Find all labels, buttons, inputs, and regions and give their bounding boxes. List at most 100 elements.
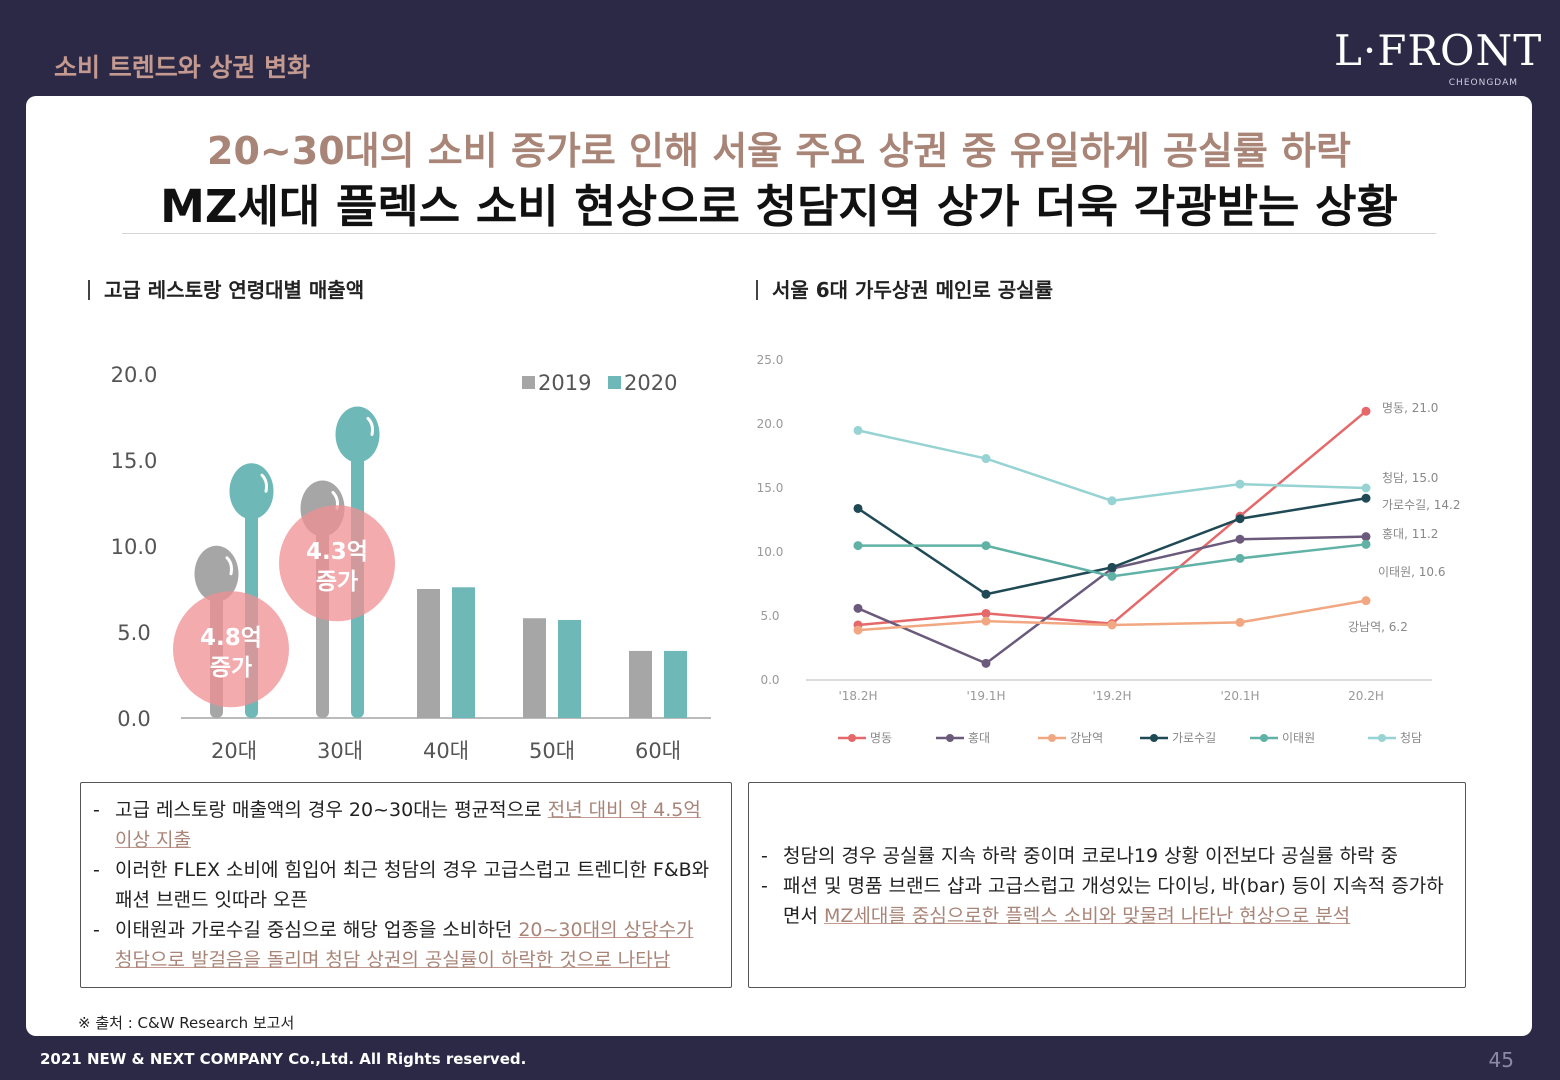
end-label-청담: 청담, 15.0 <box>1382 471 1438 485</box>
logo-wordmark: L·FRONT <box>1334 26 1543 75</box>
point-홍대 <box>1235 534 1245 544</box>
point-강남역 <box>1361 596 1371 606</box>
legend-label: 2020 <box>624 371 677 395</box>
line-chart: 0.0 5.0 10.0 15.0 20.0 25.0 '18.2H '19.1H '19.2H… <box>757 353 1461 745</box>
legend-marker <box>946 734 954 742</box>
bullet-text: 이태원과 가로수길 중심으로 해당 업종을 소비하던 <box>115 919 519 941</box>
x-tick-label: 20.2H <box>1348 689 1384 703</box>
y-tick-label: 5.0 <box>760 609 779 623</box>
annotation-text: 증가 <box>316 569 358 595</box>
point-강남역 <box>853 625 863 635</box>
legend-marker <box>1150 734 1158 742</box>
title-bar-marker <box>88 280 90 300</box>
bullet-text: 이러한 FLEX 소비에 힘입어 최근 청담의 경우 고급스럽고 트렌디한 F&… <box>115 859 710 911</box>
legend-marker <box>1260 734 1268 742</box>
end-label-홍대: 홍대, 11.2 <box>1382 527 1438 541</box>
y-tick-label: 0.0 <box>117 707 150 731</box>
x-tick-label: '19.2H <box>1092 689 1131 703</box>
bar-2020-60대 <box>664 650 687 718</box>
point-명동 <box>981 608 991 618</box>
annotation-text: 증가 <box>210 655 252 681</box>
right-panel-title: 서울 6대 가두상권 메인로 공실률 <box>756 274 1053 303</box>
x-tick-label: 30대 <box>317 739 363 763</box>
bar-2020-50대 <box>558 619 581 718</box>
bullet-item: - 이러한 FLEX 소비에 힘입어 최근 청담의 경우 고급스럽고 트렌디한 F… <box>93 855 717 915</box>
x-tick-label: 40대 <box>423 739 469 763</box>
bullet-item: - 고급 레스토랑 매출액의 경우 20~30대는 평균적으로 전년 대비 약 4… <box>93 795 717 855</box>
source-note: ※ 출처 : C&W Research 보고서 <box>78 1014 295 1032</box>
left-description-box: - 고급 레스토랑 매출액의 경우 20~30대는 평균적으로 전년 대비 약 4… <box>80 782 732 988</box>
bullet-text: 패션 및 명품 브랜드 샵과 고급스럽고 개성있는 다이닝, 바(bar) 등이… <box>783 875 1444 927</box>
point-이태원 <box>981 541 991 551</box>
bar-2020-40대 <box>452 587 475 718</box>
brand-logo: L·FRONT CHEONGDAM <box>1334 26 1543 89</box>
bar-2019-60대 <box>629 650 652 718</box>
content-card: 20~30대의 소비 증가로 인해 서울 주요 상권 중 유일하게 공실률 하락… <box>26 96 1532 1036</box>
bullet-highlight: 20~30대의 상당수가 청담으로 발걸음을 돌리며 청담 상권의 공실률이 하… <box>115 919 694 971</box>
logo-subtitle: CHEONGDAM <box>1448 78 1518 88</box>
legend-marker <box>848 734 856 742</box>
left-panel-title: 고급 레스토랑 연령대별 매출액 <box>88 274 364 303</box>
annotation-bubble <box>173 591 289 708</box>
legend-label: 2019 <box>538 371 591 395</box>
right-description-box: - 청담의 경우 공실률 지속 하락 중이며 코로나19 상황 이전보다 공실률 … <box>748 782 1466 988</box>
bullet-dash: - <box>93 859 100 881</box>
point-청담 <box>1235 479 1245 489</box>
point-가로수길 <box>853 503 863 513</box>
legend-label: 강남역 <box>1070 731 1103 745</box>
y-tick-label: 15.0 <box>111 449 158 473</box>
y-tick-label: 0.0 <box>760 673 779 687</box>
legend-marker <box>1048 734 1056 742</box>
y-tick-label: 15.0 <box>757 481 784 495</box>
point-가로수길 <box>981 589 991 599</box>
point-강남역 <box>1235 617 1245 627</box>
point-강남역 <box>1107 620 1117 630</box>
y-tick-label: 25.0 <box>757 353 784 367</box>
point-이태원 <box>1361 539 1371 549</box>
bullet-dash: - <box>761 875 768 897</box>
point-청담 <box>1107 496 1117 506</box>
end-label-이태원: 이태원, 10.6 <box>1378 565 1445 579</box>
bullet-highlight: MZ세대를 중심으로한 플렉스 소비와 맞물려 나타난 현상으로 분석 <box>824 905 1351 927</box>
legend-marker <box>1378 734 1386 742</box>
line-홍대 <box>857 535 1367 665</box>
end-label-명동: 명동, 21.0 <box>1382 401 1438 415</box>
spoon-highlight <box>366 416 374 436</box>
point-이태원 <box>1235 553 1245 563</box>
point-홍대 <box>853 603 863 613</box>
bullet-item: - 패션 및 명품 브랜드 샵과 고급스럽고 개성있는 다이닝, 바(bar) 등… <box>761 871 1451 931</box>
legend-label: 이태원 <box>1282 731 1315 745</box>
point-청담 <box>1361 483 1371 493</box>
x-tick-label: '18.2H <box>838 689 877 703</box>
y-tick-label: 10.0 <box>111 535 158 559</box>
y-tick-label: 20.0 <box>111 363 158 387</box>
line-명동 <box>857 410 1367 627</box>
annotation-bubble <box>279 505 395 622</box>
x-tick-label: 20대 <box>211 739 257 763</box>
x-tick-label: '20.1H <box>1220 689 1259 703</box>
headline-title: MZ세대 플렉스 소비 현상으로 청담지역 상가 더욱 각광받는 상황 <box>160 180 1398 233</box>
spoon-highlight <box>225 556 233 576</box>
bullet-item: - 이태원과 가로수길 중심으로 해당 업종을 소비하던 20~30대의 상당수가… <box>93 915 717 975</box>
end-label-강남역: 강남역, 6.2 <box>1348 620 1408 634</box>
legend-swatch <box>608 376 621 389</box>
point-청담 <box>981 454 991 464</box>
point-홍대 <box>981 658 991 668</box>
legend-label: 홍대 <box>968 731 990 745</box>
bullet-dash: - <box>761 845 768 867</box>
bullet-text: 청담의 경우 공실률 지속 하락 중이며 코로나19 상황 이전보다 공실률 하… <box>783 845 1399 867</box>
legend-label: 청담 <box>1400 731 1422 745</box>
bar-2019-50대 <box>523 618 546 718</box>
point-청담 <box>853 425 863 435</box>
x-tick-label: 60대 <box>635 739 681 763</box>
left-panel-title-text: 고급 레스토랑 연령대별 매출액 <box>104 278 365 302</box>
point-이태원 <box>1107 571 1117 581</box>
legend-label: 가로수길 <box>1172 731 1216 745</box>
section-title: 소비 트렌드와 상권 변화 <box>54 53 311 82</box>
title-bar-marker <box>756 280 758 300</box>
headline-subtitle: 20~30대의 소비 증가로 인해 서울 주요 상권 중 유일하게 공실률 하락 <box>207 129 1351 173</box>
y-tick-label: 20.0 <box>757 417 784 431</box>
footer-copyright: 2021 NEW & NEXT COMPANY Co.,Ltd. All Rig… <box>40 1050 527 1068</box>
page-number: 45 <box>1488 1048 1514 1072</box>
headline-divider <box>122 233 1436 234</box>
